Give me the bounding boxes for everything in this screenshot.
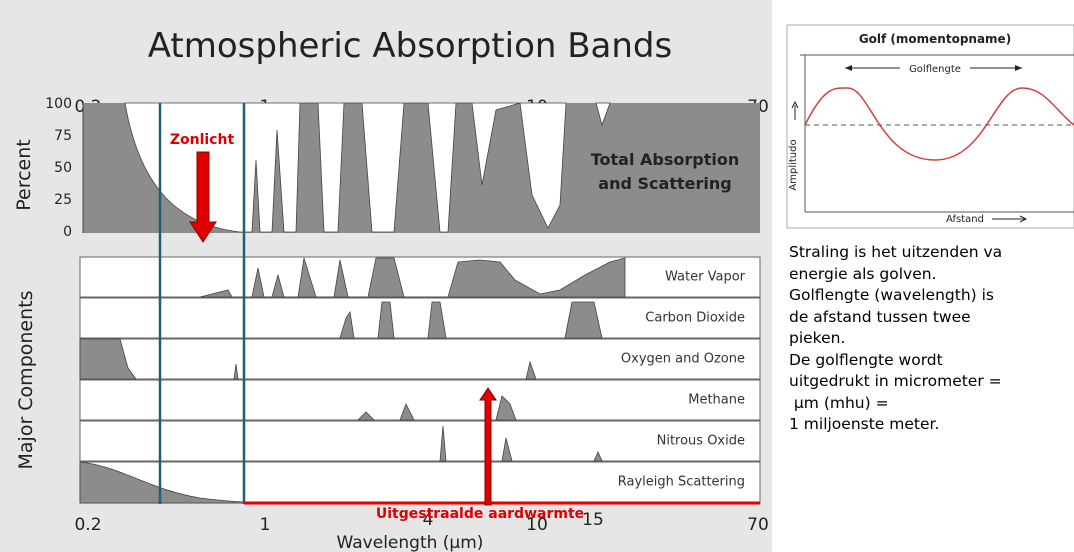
component-label: Oxygen and Ozone bbox=[621, 352, 745, 367]
text-line: De golflengte wordt bbox=[789, 350, 943, 369]
text-line: Golflengte (wavelength) is bbox=[789, 286, 994, 304]
bottom-axis-label: 10 bbox=[526, 515, 548, 535]
distance-label: Afstand bbox=[946, 214, 984, 225]
y-axis-title: Percent bbox=[13, 139, 35, 211]
sunlight-arrow bbox=[189, 151, 217, 243]
bottom-axis-label: 15 bbox=[582, 510, 604, 530]
nitrous-oxide-absorption bbox=[439, 425, 603, 462]
water-vapor-absorption bbox=[199, 257, 626, 298]
oxygen-ozone-absorption bbox=[79, 338, 537, 380]
y-tick-label: 25 bbox=[54, 192, 72, 208]
text-line: 1 miljoenste meter. bbox=[789, 415, 940, 433]
y-tick-label: 0 bbox=[63, 224, 72, 240]
wave-title: Golf (momentopname) bbox=[859, 32, 1011, 46]
wave bbox=[804, 87, 1074, 161]
component-panel bbox=[79, 256, 761, 298]
carbon-dioxide-absorption bbox=[339, 301, 603, 339]
amplitude-label: Amplitudo bbox=[788, 139, 799, 190]
panel-label: and Scattering bbox=[598, 174, 731, 193]
component-label: Carbon Dioxide bbox=[645, 311, 745, 326]
text-line: pieken. bbox=[789, 329, 846, 347]
figure-title: Atmospheric Absorption Bands bbox=[148, 26, 672, 66]
component-panel bbox=[79, 338, 761, 380]
component-label: Water Vapor bbox=[665, 270, 746, 285]
transmission-window bbox=[595, 102, 611, 127]
panel-label: Total Absorption bbox=[591, 150, 740, 169]
label-bg bbox=[900, 61, 970, 75]
wave-box bbox=[786, 24, 1074, 229]
heat-arrow bbox=[479, 387, 497, 506]
wavelength-label: Golflengte bbox=[909, 64, 961, 75]
component-label: Rayleigh Scattering bbox=[618, 475, 745, 490]
component-label: Methane bbox=[688, 393, 745, 408]
y-tick-label: 50 bbox=[54, 160, 72, 176]
sunlight-label: Zonlicht bbox=[170, 132, 235, 148]
explanation: Straling is het uitzenden va energie als … bbox=[789, 242, 1002, 436]
distance-arrow bbox=[992, 215, 1028, 223]
text-line: de afstand tussen twee bbox=[789, 307, 971, 326]
text-line: Straling is het uitzenden va bbox=[789, 243, 1003, 261]
component-label: Nitrous Oxide bbox=[657, 434, 745, 449]
bottom-axis-label: 0.2 bbox=[74, 515, 101, 535]
y-tick-label: 100 bbox=[45, 96, 72, 112]
amplitude-arrow bbox=[791, 100, 799, 120]
bottom-axis-label: 70 bbox=[747, 515, 769, 535]
bottom-axis-label: 1 bbox=[260, 515, 271, 535]
text-line: energie als golven. bbox=[789, 264, 937, 283]
text-line: uitgedrukt in micrometer = bbox=[789, 372, 1002, 390]
heat-label: Uitgestraalde aardwarmte bbox=[376, 506, 584, 522]
methane-absorption bbox=[357, 395, 517, 421]
x-axis-title: Wavelength (µm) bbox=[337, 533, 484, 552]
component-panel bbox=[79, 420, 761, 462]
bottom-axis-label: 4 bbox=[423, 510, 434, 530]
components-title: Major Components bbox=[15, 291, 37, 470]
text-line: µm (mhu) = bbox=[789, 393, 889, 412]
y-tick-label: 75 bbox=[54, 128, 72, 144]
component-panel bbox=[79, 379, 761, 421]
component-panel bbox=[79, 297, 761, 339]
